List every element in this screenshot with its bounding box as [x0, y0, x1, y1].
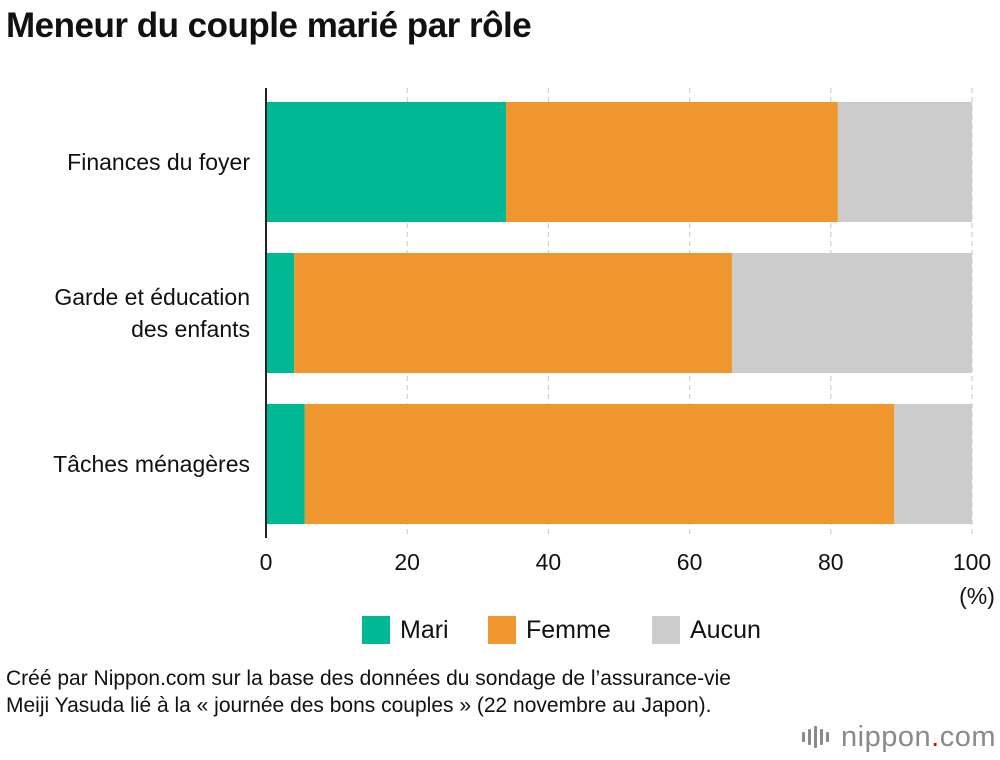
logo-name: nippon	[841, 720, 932, 753]
x-tick-label-60: 60	[677, 549, 703, 575]
chart-title: Meneur du couple marié par rôle	[6, 6, 532, 45]
legend-item-mari: Mari	[362, 612, 449, 648]
logo-dot: .	[931, 720, 940, 753]
category-label-1-line-1: Finances du foyer	[67, 149, 250, 175]
bar-femme-1	[506, 102, 838, 222]
bars	[266, 102, 972, 524]
x-tick-label-0: 0	[260, 549, 273, 575]
legend-label-mari: Mari	[400, 615, 449, 644]
category-labels: Finances du foyer Garde et éducation des e…	[53, 149, 250, 477]
category-label-2-line-2: des enfants	[131, 316, 250, 342]
legend-swatch-mari	[362, 616, 390, 644]
legend-swatch-femme	[488, 616, 516, 644]
bar-aucun-1	[837, 102, 972, 222]
bar-femme-2	[294, 253, 732, 373]
legend-item-aucun: Aucun	[652, 612, 761, 648]
logo-wordmark: nippon.com	[841, 721, 996, 754]
bar-mari-1	[266, 102, 507, 222]
x-tick-label-40: 40	[536, 549, 562, 575]
legend: Mari Femme Aucun	[0, 612, 1000, 648]
legend-swatch-aucun	[652, 616, 680, 644]
logo-bars-icon	[802, 726, 832, 748]
logo-suffix: com	[939, 720, 996, 753]
stacked-bar-chart: Finances du foyer Garde et éducation des e…	[53, 88, 995, 609]
legend-label-femme: Femme	[526, 615, 611, 644]
x-tick-label-100: 100	[953, 549, 991, 575]
source-note: Créé par Nippon.com sur la base des donn…	[6, 667, 731, 717]
bar-aucun-2	[731, 253, 972, 373]
x-tick-label-20: 20	[394, 549, 420, 575]
bar-mari-3	[266, 404, 305, 524]
bar-mari-2	[266, 253, 295, 373]
nippon-logo[interactable]: nippon.com	[802, 717, 996, 757]
x-axis-ticks: 0 20 40 60 80 100	[260, 549, 992, 575]
legend-item-femme: Femme	[488, 612, 611, 648]
x-axis-unit: (%)	[959, 583, 995, 609]
legend-label-aucun: Aucun	[690, 615, 761, 644]
category-label-2-line-1: Garde et éducation	[54, 284, 250, 310]
bar-femme-3	[304, 404, 895, 524]
bar-aucun-3	[894, 404, 972, 524]
category-label-3-line-1: Tâches ménagères	[53, 451, 250, 477]
x-tick-label-80: 80	[818, 549, 844, 575]
